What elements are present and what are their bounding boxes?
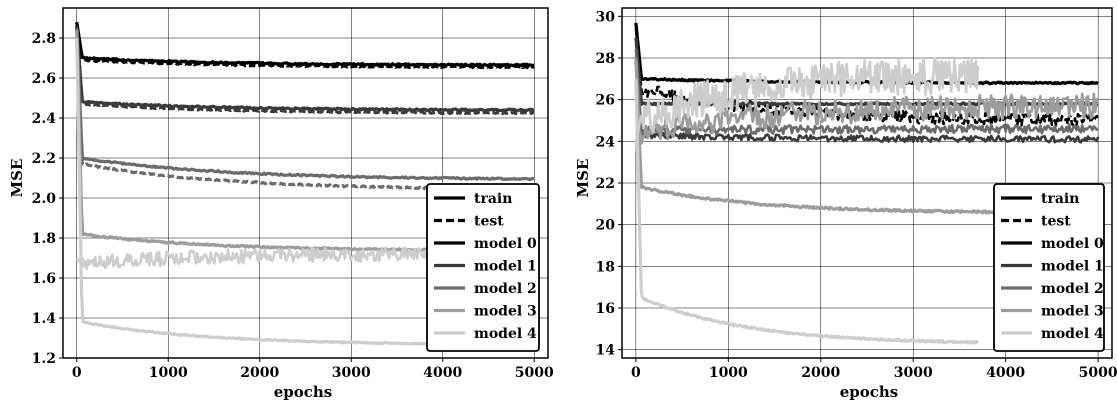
- legend-label: model 4: [474, 326, 537, 342]
- y-tick-label: 24: [596, 134, 616, 150]
- x-tick-label: 4000: [423, 365, 462, 381]
- series-line-model-1-test: [634, 79, 1100, 144]
- y-tick-label: 1.6: [32, 271, 56, 287]
- y-tick-label: 1.2: [32, 351, 56, 367]
- y-tick-label: 30: [596, 9, 616, 25]
- ticks-left: 0 1000 2000 3000 4000 5000 1.2 1.4 1.6 1.8 2.0 2.2 2…: [32, 31, 554, 381]
- y-axis-label-right: MSE: [574, 159, 592, 198]
- legend-label: train: [474, 191, 512, 207]
- y-tick-label: 26: [596, 93, 615, 109]
- chart-right: 0 1000 2000 3000 4000 5000141618202224262830 …: [574, 7, 1117, 401]
- series-line-model-2-train: [75, 28, 535, 182]
- x-tick-label: 3000: [332, 365, 371, 381]
- legend-label: model 1: [474, 259, 537, 275]
- series-line-model-3-test: [634, 92, 1100, 156]
- y-tick-label: 2.2: [32, 151, 56, 167]
- x-tick-label: 5000: [515, 365, 554, 381]
- legend-label: model 1: [1041, 259, 1104, 275]
- x-tick-label: 4000: [986, 365, 1025, 381]
- series-line-model-4-train: [634, 79, 980, 345]
- x-tick-label: 0: [72, 365, 82, 381]
- x-tick-label: 2000: [240, 365, 279, 381]
- series-line-model-0-train: [75, 21, 535, 68]
- series-left: [75, 21, 535, 346]
- plot-frame-left: [62, 7, 549, 359]
- series-line-model-1-test: [75, 26, 535, 116]
- x-tick-label: 1000: [709, 365, 748, 381]
- y-tick-label: 18: [596, 259, 615, 275]
- legend-left: train test model 0 model 1 model 2 model 3 mod…: [426, 183, 540, 352]
- y-tick-label: 1.4: [32, 311, 57, 327]
- y-tick-label: 1.8: [32, 231, 56, 247]
- series-line-model-0-test: [75, 21, 535, 70]
- series-line-model-4-test: [634, 56, 980, 147]
- x-axis-label-right: epochs: [840, 383, 899, 401]
- x-tick-label: 0: [631, 365, 641, 381]
- x-tick-label: 1000: [149, 365, 188, 381]
- x-tick-label: 2000: [801, 365, 840, 381]
- series-line-model-3-train: [634, 58, 1007, 215]
- series-line-model-4-train: [75, 38, 471, 346]
- legend-label: model 2: [1041, 281, 1104, 297]
- y-tick-label: 2.0: [32, 191, 57, 207]
- legend-right: train test model 0 model 1 model 2 model 3 mod…: [993, 183, 1105, 352]
- series-line-model-1-train: [75, 26, 535, 113]
- legend-label: model 2: [474, 281, 537, 297]
- legend-label: model 3: [1041, 304, 1104, 320]
- x-axis-label-left: epochs: [274, 383, 333, 401]
- legend-label: test: [1041, 214, 1071, 230]
- y-tick-label: 20: [596, 218, 616, 234]
- legend-label: model 4: [1041, 326, 1104, 342]
- y-tick-label: 22: [596, 176, 615, 192]
- series-line-model-0-train: [634, 22, 1099, 86]
- y-tick-label: 2.6: [32, 71, 56, 87]
- y-tick-label: 2.8: [32, 31, 56, 47]
- chart-left: 0 1000 2000 3000 4000 5000 1.2 1.4 1.6 1.8 2.0 2.2 2…: [8, 7, 554, 401]
- x-tick-label: 3000: [894, 365, 933, 381]
- ticks-right: 0 1000 2000 3000 4000 5000 14 16 18 20 22 24 26 28 30: [596, 9, 1117, 381]
- legend-label: model 0: [1041, 236, 1104, 252]
- series-right: [634, 22, 1100, 345]
- legend-label: model 3: [474, 304, 537, 320]
- grid-right: [622, 8, 1112, 358]
- series-line-model-2-test: [75, 28, 535, 192]
- y-tick-label: 2.4: [32, 111, 57, 127]
- y-tick-label: 28: [596, 51, 615, 67]
- legend-label: test: [474, 214, 504, 230]
- y-tick-label: 16: [596, 301, 615, 317]
- legend-label: model 0: [474, 236, 537, 252]
- y-tick-label: 14: [596, 343, 616, 359]
- y-axis-label-left: MSE: [8, 159, 26, 198]
- x-tick-label: 5000: [1079, 365, 1117, 381]
- series-line-model-3-test: [76, 246, 472, 271]
- legend-label: train: [1041, 191, 1079, 207]
